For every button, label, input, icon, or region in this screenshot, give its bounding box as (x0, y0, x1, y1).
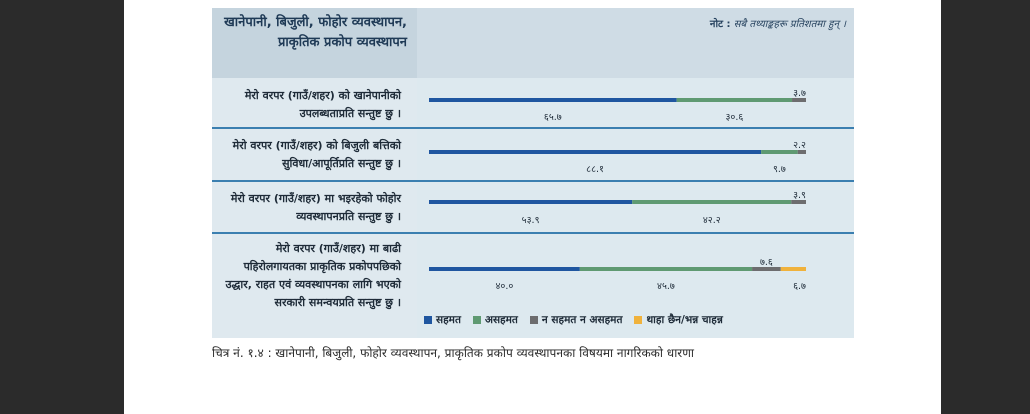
note-label: नोट : (709, 19, 731, 30)
bar-segment (429, 150, 762, 154)
question-cell-4: मेरो वरपर (गाउँ/शहर) मा बाढी पहिरोलगायतक… (212, 234, 417, 338)
bar-segment (791, 200, 806, 204)
bar-segment (752, 267, 781, 271)
question-1: मेरो वरपर (गाउँ/शहर) को खानेपानीको उपलब्… (244, 89, 401, 120)
legend: सहमत असहमत न सहमत न असहमत थाहा छैन/भन्न … (424, 313, 723, 327)
question-3: मेरो वरपर (गाउँ/शहर) मा भइरहेको फोहोर व्… (230, 192, 401, 223)
legend-swatch (529, 316, 538, 324)
bar-value-label: ४५.७ (657, 281, 675, 292)
figure-panel: खानेपानी, बिजुली, फोहोर व्यवस्थापन, प्रा… (212, 8, 854, 338)
legend-item: थाहा छैन/भन्न चाहन्न (634, 313, 723, 327)
header-left: खानेपानी, बिजुली, फोहोर व्यवस्थापन, प्रा… (212, 8, 417, 78)
legend-label: सहमत (436, 314, 461, 326)
bar-value-label: ६५.७ (544, 112, 562, 123)
stacked-bar-chart: ६५.७ ३०.६ ३.७ ८८.१ ९.७ २.२ ५३.९ ४२.२ ३.९ ४०.० ४५.७… (429, 88, 806, 292)
legend-swatch (634, 316, 643, 324)
header-title: खानेपानी, बिजुली, फोहोर व्यवस्थापन, प्रा… (224, 15, 407, 50)
question-2: मेरो वरपर (गाउँ/शहर) को बिजुली बत्तिको स… (232, 139, 401, 170)
header-right: नोट : सबै तथ्याङ्कहरू प्रतिशतमा हुन् । (417, 8, 854, 78)
question-cell-1: मेरो वरपर (गाउँ/शहर) को खानेपानीको उपलब्… (212, 78, 417, 127)
bar-value-label: ५३.९ (522, 215, 540, 226)
figure-caption: चित्र नं. १.४ : खानेपानी, बिजुली, फोहोर … (212, 346, 694, 360)
legend-label: असहमत (484, 314, 518, 326)
bar-segment (429, 267, 580, 271)
bar-value-label: ९.७ (773, 164, 786, 175)
legend-label: न सहमत न असहमत (541, 314, 623, 326)
bar-segment (761, 150, 798, 154)
legend-label: थाहा छैन/भन्न चाहन्न (646, 314, 723, 326)
question-cell-3: मेरो वरपर (गाउँ/शहर) मा भइरहेको फोहोर व्… (212, 182, 417, 232)
bar-value-label: ७.६ (760, 257, 773, 268)
question-4: मेरो वरपर (गाउँ/शहर) मा बाढी पहिरोलगायतक… (225, 242, 401, 309)
note: नोट : सबै तथ्याङ्कहरू प्रतिशतमा हुन् । (710, 16, 846, 30)
row-separator (212, 232, 854, 234)
bar-value-label: ३०.६ (725, 112, 743, 123)
bar-segment (780, 267, 806, 271)
row-separator (212, 180, 854, 182)
bar-segment (797, 150, 806, 154)
document-page: खानेपानी, बिजुली, फोहोर व्यवस्थापन, प्रा… (124, 0, 941, 414)
bar-value-label: ८८.१ (586, 164, 604, 175)
legend-item: सहमत (424, 313, 461, 327)
legend-item: असहमत (472, 313, 518, 327)
legend-swatch (472, 316, 481, 324)
bar-segment (429, 200, 633, 204)
bar-value-label: ४०.० (495, 281, 513, 292)
bar-segment (676, 98, 793, 102)
bar-segment (429, 98, 677, 102)
question-cell-2: मेरो वरपर (गाउँ/शहर) को बिजुली बत्तिको स… (212, 129, 417, 180)
row-separator (212, 127, 854, 129)
bar-segment (579, 267, 753, 271)
bar-value-label: २.२ (793, 140, 806, 151)
legend-item: न सहमत न असहमत (529, 313, 623, 327)
bar-segment (792, 98, 806, 102)
bar-value-label: ४२.२ (703, 215, 721, 226)
bar-value-label: ३.७ (793, 88, 806, 99)
bar-value-label: ३.९ (793, 190, 806, 201)
bar-value-label: ६.७ (793, 281, 806, 292)
bar-segment (632, 200, 792, 204)
legend-swatch (424, 316, 432, 324)
note-text: सबै तथ्याङ्कहरू प्रतिशतमा हुन् । (733, 19, 846, 30)
